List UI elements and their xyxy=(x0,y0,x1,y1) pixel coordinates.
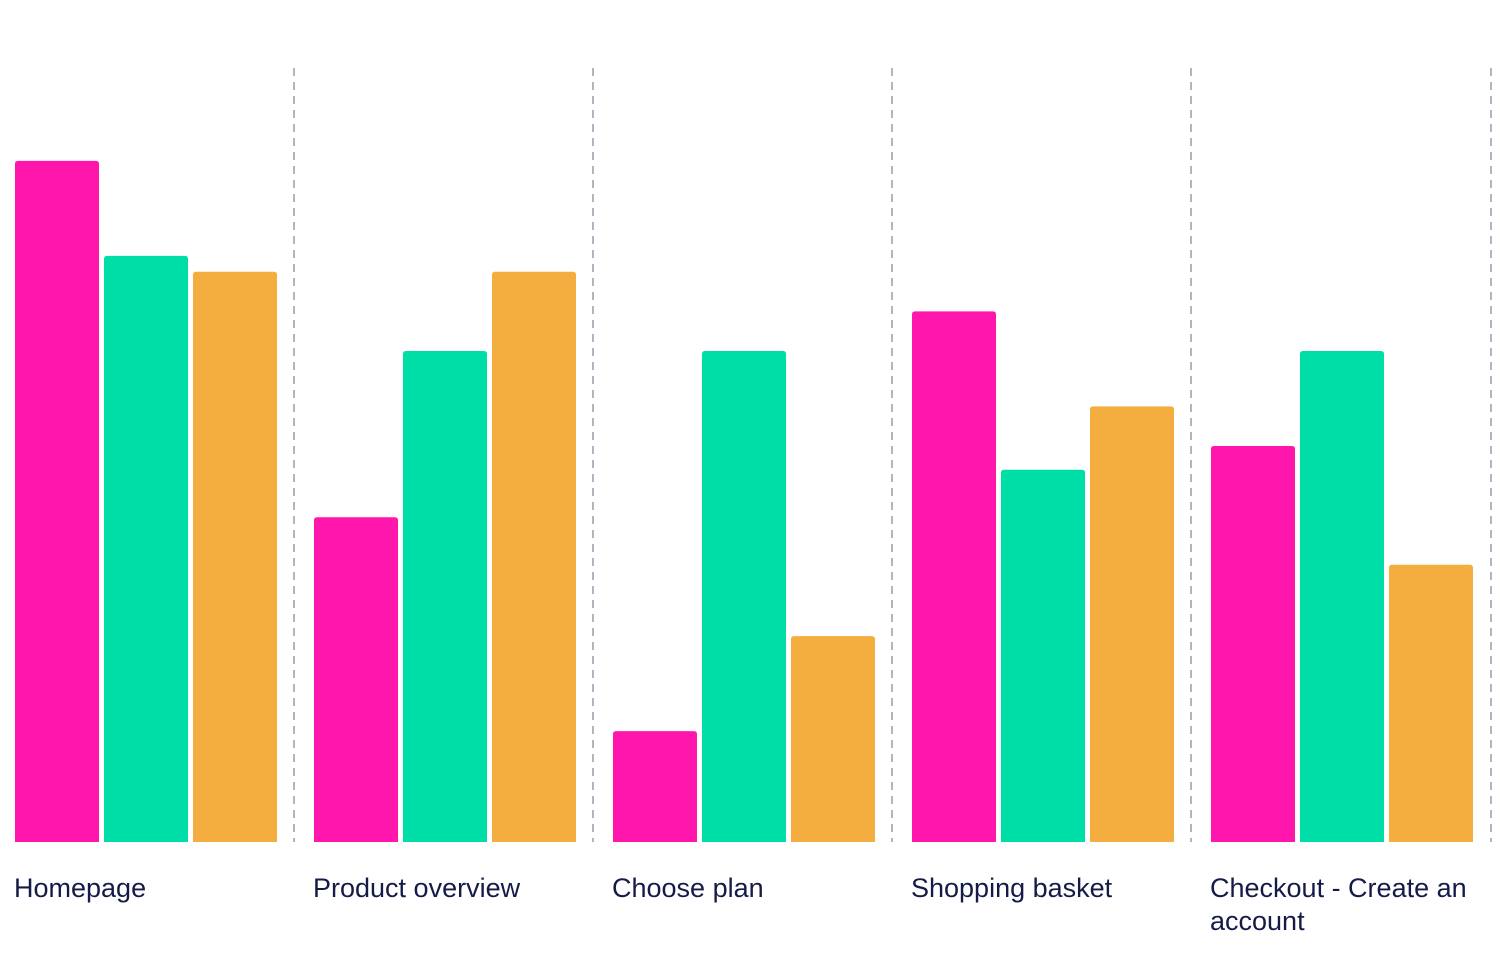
bar-3-3 xyxy=(791,636,875,842)
bar-2-2 xyxy=(403,350,487,842)
bar-4-3 xyxy=(1090,406,1174,842)
bar-1-2 xyxy=(104,255,188,843)
category-label-3: Choose plan xyxy=(612,873,764,903)
bar-2-1 xyxy=(314,517,398,842)
bar-3-2 xyxy=(702,350,786,842)
bar-1-1 xyxy=(15,160,99,842)
bar-5-2 xyxy=(1300,350,1384,842)
bar-2-3 xyxy=(492,271,576,842)
bar-5-1 xyxy=(1211,446,1295,842)
category-label-5: Checkout - Create an account xyxy=(1210,873,1467,936)
bar-1-3 xyxy=(193,271,277,842)
bar-4-1 xyxy=(912,311,996,842)
bar-4-2 xyxy=(1001,469,1085,842)
category-label-2: Product overview xyxy=(313,873,521,903)
bar-5-3 xyxy=(1389,564,1473,842)
category-label-4: Shopping basket xyxy=(911,873,1113,903)
bar-3-1 xyxy=(613,731,697,842)
category-label-1: Homepage xyxy=(14,873,147,903)
